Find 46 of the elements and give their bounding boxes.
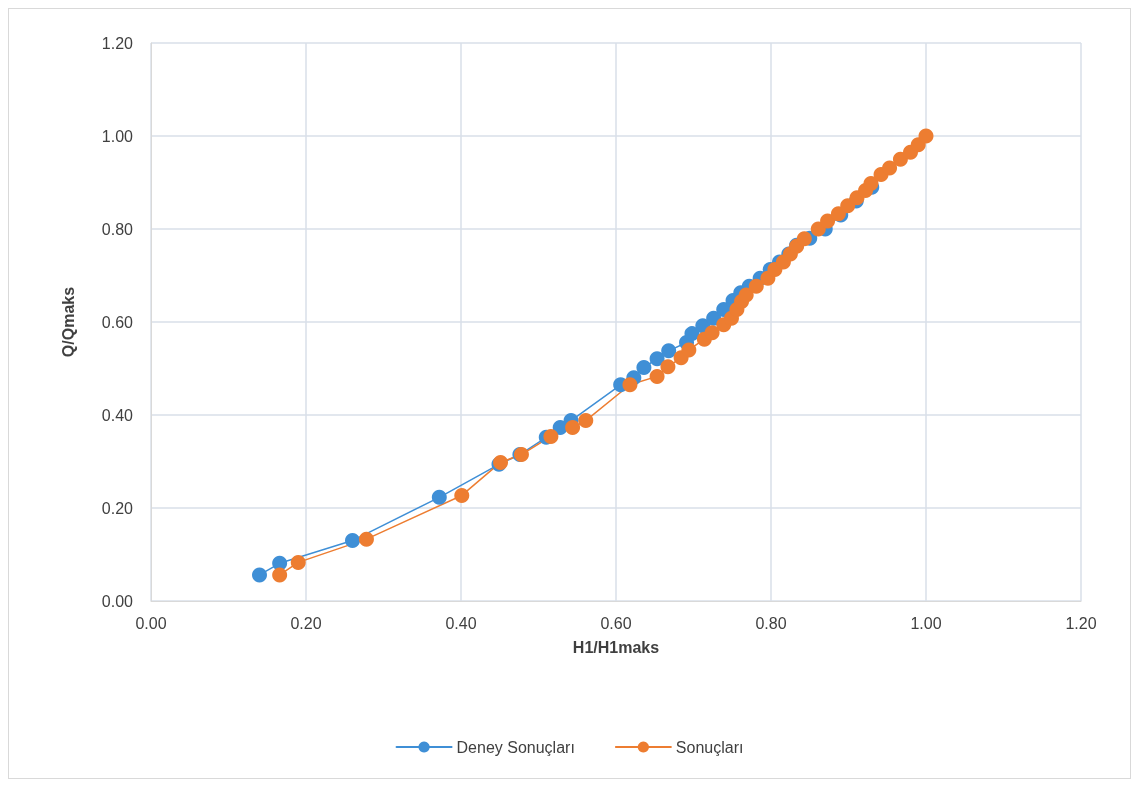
x-tick-label: 1.20 bbox=[1065, 614, 1097, 632]
point bbox=[649, 351, 665, 367]
point bbox=[358, 531, 374, 547]
point bbox=[543, 428, 559, 444]
x-tick-label: 1.00 bbox=[910, 614, 942, 632]
point bbox=[636, 360, 652, 376]
y-tick-label: 0.80 bbox=[101, 220, 134, 238]
point bbox=[454, 487, 470, 503]
point bbox=[918, 128, 934, 144]
y-tick-label: 0.20 bbox=[101, 499, 134, 517]
legend-label: Deney Sonuçları bbox=[456, 738, 575, 756]
point bbox=[661, 343, 677, 359]
point bbox=[649, 368, 665, 384]
point bbox=[431, 489, 447, 505]
point bbox=[882, 160, 898, 176]
x-tick-label: 0.00 bbox=[135, 614, 167, 632]
point bbox=[660, 359, 676, 375]
y-tick-label: 1.20 bbox=[101, 34, 134, 52]
x-tick-label: 0.80 bbox=[755, 614, 787, 632]
point bbox=[345, 533, 360, 549]
point bbox=[684, 326, 700, 342]
x-tick-label: 0.60 bbox=[600, 614, 632, 632]
point bbox=[704, 325, 720, 341]
point bbox=[252, 567, 267, 583]
y-tick-label: 1.00 bbox=[101, 127, 134, 145]
point bbox=[565, 420, 581, 436]
y-tick-label: 0.00 bbox=[101, 592, 134, 610]
point bbox=[892, 151, 908, 167]
point bbox=[290, 554, 306, 570]
point bbox=[578, 413, 594, 429]
point bbox=[681, 342, 697, 358]
point bbox=[622, 377, 638, 393]
point bbox=[820, 213, 836, 229]
y-tick-label: 0.60 bbox=[101, 313, 134, 331]
point bbox=[840, 198, 856, 214]
x-tick-label: 0.40 bbox=[445, 614, 477, 632]
point bbox=[738, 287, 754, 303]
y-tick-label: 0.40 bbox=[101, 406, 134, 424]
legend-label: Sonuçları bbox=[675, 738, 744, 756]
point bbox=[796, 231, 812, 247]
point bbox=[748, 278, 764, 294]
y-axis-title: Q/Qmaks bbox=[59, 286, 77, 358]
x-axis-title: H1/H1maks bbox=[572, 638, 660, 656]
point bbox=[863, 175, 879, 191]
x-tick-label: 0.20 bbox=[290, 614, 322, 632]
point bbox=[272, 567, 288, 583]
